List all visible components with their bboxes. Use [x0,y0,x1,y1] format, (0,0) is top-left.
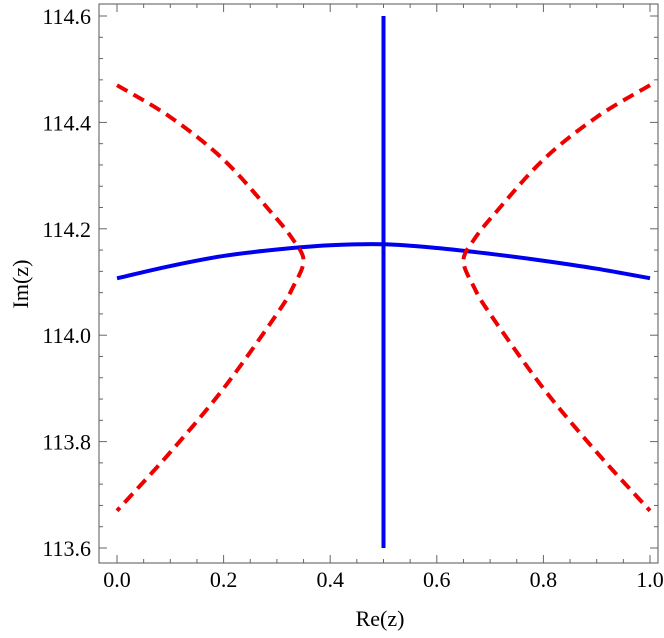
x-tick-label: 1.0 [636,567,664,592]
x-tick-label: 0.0 [103,567,131,592]
x-axis-label: Re(z) [356,606,405,631]
x-tick-label: 0.8 [530,567,558,592]
axis-tick-labels: 0.0 0.2 0.4 0.6 0.8 1.0 113.6 113.8 114.0 114.2 11… [42,4,663,592]
y-axis-label: Im(z) [8,260,33,309]
y-tick-label: 114.0 [42,323,91,348]
x-tick-label: 0.6 [423,567,451,592]
y-tick-label: 113.6 [42,536,91,561]
axis-ticks [99,4,658,563]
x-tick-label: 0.2 [210,567,238,592]
dashed-curve-3 [461,83,652,513]
dashed-curve-2 [115,83,306,513]
x-tick-label: 0.4 [316,567,344,592]
y-tick-label: 114.6 [42,4,91,29]
y-tick-label: 113.8 [42,430,91,455]
y-tick-label: 114.2 [42,217,91,242]
plot-series [115,16,652,548]
y-tick-label: 114.4 [42,110,91,135]
plot-frame [98,3,659,564]
